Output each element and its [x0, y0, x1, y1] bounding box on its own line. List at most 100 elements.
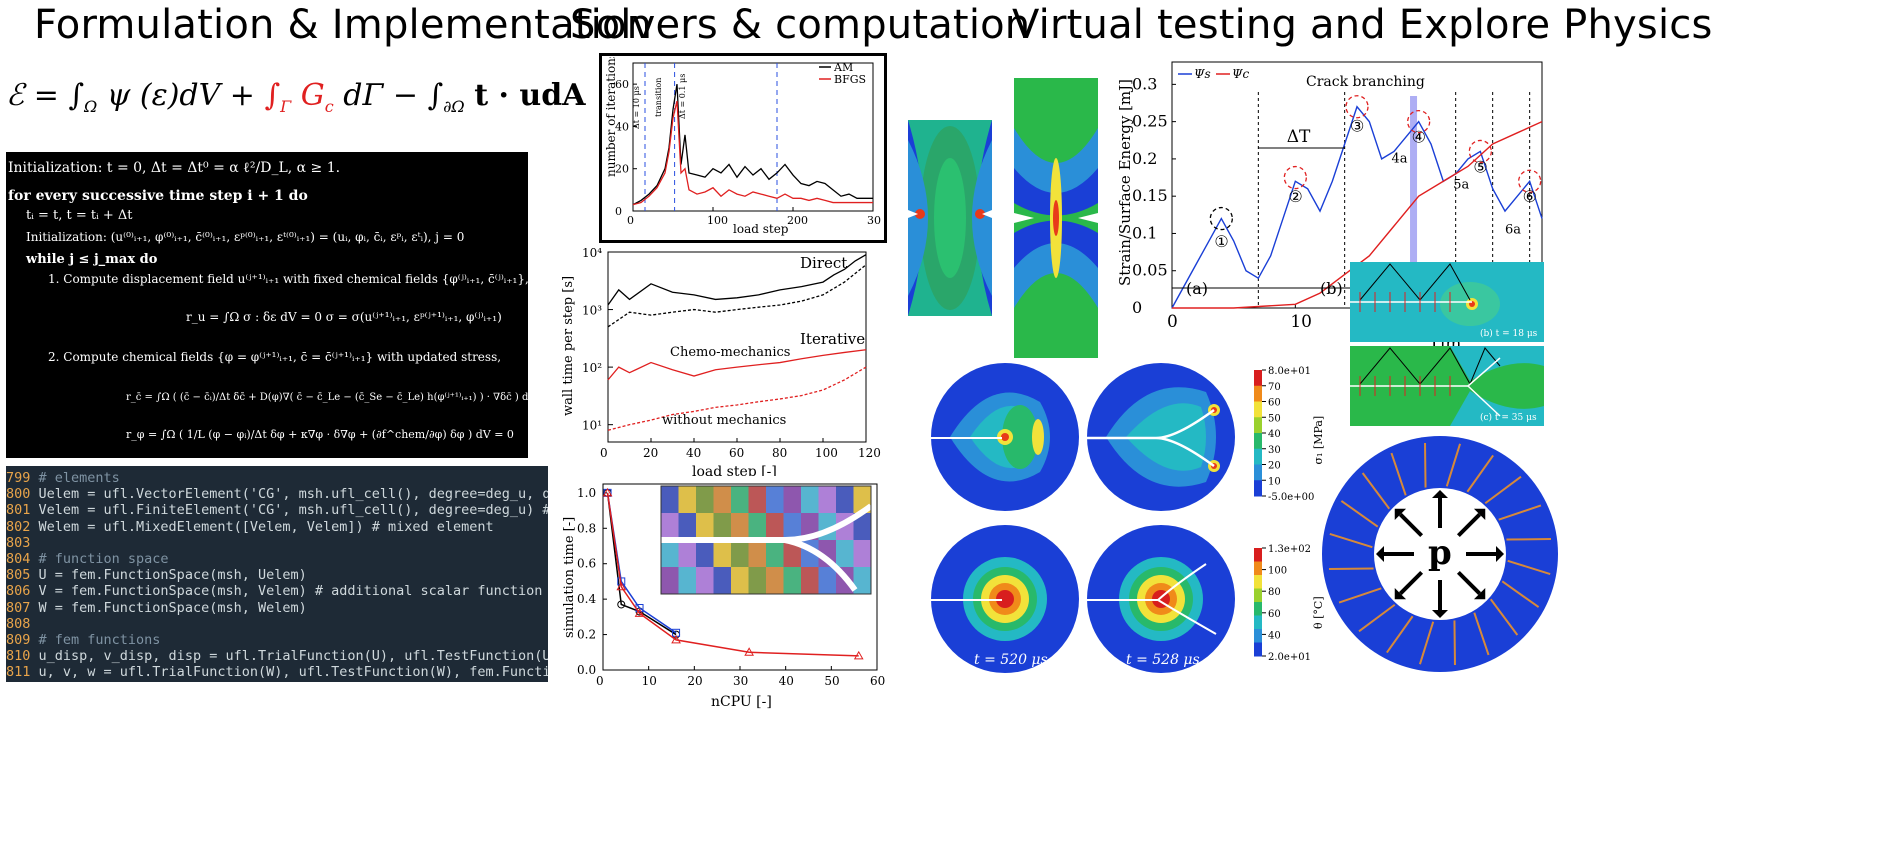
- grain: [696, 567, 714, 594]
- contour-notched-specimen-1: [908, 120, 992, 316]
- code-line: 801 Velem = ufl.FiniteElement('CG', msh.…: [6, 502, 548, 518]
- colorbar-segment: [1254, 464, 1262, 481]
- x-tick-label: 0: [627, 214, 634, 227]
- y-tick-label: 60: [615, 78, 629, 91]
- eq-sub-domega: ∂Ω: [443, 97, 465, 116]
- code-line-number: 805: [6, 567, 39, 584]
- pressurized-ring: p: [1322, 436, 1558, 672]
- peak-label: ②: [1288, 187, 1302, 206]
- x-axis-label: load step [-]: [692, 464, 777, 476]
- x-tick-label: 100: [707, 214, 728, 227]
- annotation-transition: transition: [654, 78, 663, 117]
- simtime-chart: 0 10 20 30 40 50 60 0.0 0.2 0.4 0.6 0.8 1.0 nCPU [-] s…: [562, 483, 885, 710]
- code-line-text: V = fem.FunctionSpace(msh, Velem) # addi…: [38, 583, 548, 600]
- colorbar-segment: [1254, 615, 1262, 630]
- colorbar-segment: [1254, 561, 1262, 576]
- data-point: [617, 600, 626, 609]
- code-line: 800 Uelem = ufl.VectorElement('CG', msh.…: [6, 486, 548, 502]
- pressure-arrow-shaft: [1456, 570, 1482, 596]
- code-line: 807 W = fem.FunctionSpace(msh, Welem): [6, 600, 307, 616]
- grain: [853, 540, 871, 567]
- code-line-number: 804: [6, 551, 39, 567]
- inset-b: (b) t = 18 μs: [1350, 262, 1544, 342]
- pressure-arrow-shaft: [1398, 570, 1424, 596]
- colorbar-segment: [1254, 588, 1262, 603]
- code-line: 802 Welem = ufl.MixedElement([Velem, Vel…: [6, 519, 494, 535]
- eq-term3: t · udA: [474, 78, 586, 113]
- x-tick-label: 80: [772, 446, 787, 460]
- radial-crack: [1453, 620, 1456, 666]
- y-tick-label: 10¹: [582, 419, 602, 433]
- x-tick-label: 20: [643, 446, 658, 460]
- grain: [678, 513, 696, 540]
- colorbar-stress: 8.0e+01 70 60 50 40 30 20 10 -5.0e+00 σ₁ [MPa]: [1254, 366, 1325, 503]
- y-tick-label: 10²: [582, 361, 602, 375]
- label-without-mechanics: without mechanics: [662, 413, 786, 428]
- code-line: 811 u, v, w = ufl.TrialFunction(W), ufl.…: [6, 664, 548, 680]
- x-axis-label: load step: [733, 222, 789, 236]
- colorbar-tick-label: 70: [1268, 382, 1281, 393]
- annotation-delta-t: ΔT: [1287, 127, 1311, 147]
- series-line: [606, 492, 859, 657]
- code-line-text: # fem functions: [38, 632, 161, 648]
- colorbar-tick-label: 50: [1268, 413, 1281, 424]
- x-tick-label: 0: [600, 446, 608, 460]
- peak-marker: [1407, 109, 1431, 134]
- colorbar-segment: [1254, 480, 1262, 497]
- x-tick-label: 50: [824, 674, 839, 688]
- x-tick-label: 40: [686, 446, 701, 460]
- grain: [748, 486, 766, 513]
- eq-sub-omega: Ω: [84, 97, 98, 116]
- x-tick-label: 30: [733, 674, 748, 688]
- grain: [696, 486, 714, 513]
- code-line-number: 803: [6, 534, 39, 551]
- eq-sub-gamma: Γ: [280, 97, 292, 116]
- grain: [766, 486, 784, 513]
- data-point: [671, 634, 681, 644]
- iterations-chart: 0 100 200 300 0 20 40 60 load step number of iter…: [604, 57, 881, 236]
- label-direct: Direct: [800, 254, 847, 272]
- y-tick-label: 20: [615, 163, 629, 176]
- label-iterative: Iterative: [800, 330, 865, 348]
- code-line: 805 U = fem.FunctionSpace(msh, Uelem): [6, 567, 307, 583]
- colorbar-label: σ₁ [MPa]: [1312, 416, 1325, 465]
- grain: [731, 540, 749, 567]
- x-tick-label: 60: [870, 674, 885, 688]
- x-axis-label: nCPU [-]: [711, 694, 772, 710]
- disk-temperature-1: t = 520 μs: [930, 525, 1079, 673]
- algo-line-3: tᵢ = t, t = tᵢ + Δt: [26, 208, 133, 223]
- grain: [731, 486, 749, 513]
- heading-formulation: Formulation & Implementation: [34, 2, 653, 48]
- colorbar-tick-label: 30: [1268, 445, 1281, 456]
- algo-line-2: for every successive time step i + 1 do: [8, 188, 308, 204]
- colorbar-segment: [1254, 448, 1262, 465]
- grain: [696, 513, 714, 540]
- label-chemo-mechanics: Chemo-mechanics: [670, 345, 790, 360]
- x-tick-label: 60: [729, 446, 744, 460]
- series-line: [607, 366, 867, 431]
- code-line-number: 801: [6, 502, 39, 519]
- annotation-crack-branching: Crack branching: [1306, 74, 1425, 90]
- colorbar-tick-label: 10: [1268, 476, 1281, 487]
- colorbar-tick-label: -5.0e+00: [1268, 492, 1314, 503]
- x-tick-label: 200: [787, 214, 808, 227]
- pressure-arrow-head: [1496, 546, 1504, 562]
- radial-crack: [1466, 454, 1494, 493]
- x-tick-label: 20: [687, 674, 702, 688]
- grain: [818, 486, 836, 513]
- grain: [696, 540, 714, 567]
- grain: [713, 540, 731, 567]
- pressure-arrow-head: [1432, 610, 1448, 618]
- x-tick-label: 10: [642, 674, 657, 688]
- y-tick-label: 0.8: [577, 521, 596, 535]
- code-line-text: U = fem.FunctionSpace(msh, Uelem): [38, 567, 307, 584]
- y-tick-label: 0.2: [577, 628, 596, 642]
- iterations-chart-frame: [599, 53, 887, 243]
- series-line-BFGS: [632, 100, 873, 206]
- colorbar-tick-label: 80: [1268, 587, 1281, 598]
- radial-crack: [1329, 532, 1373, 549]
- pressure-arrow-shaft: [1398, 512, 1424, 538]
- code-line-text: # function space: [38, 551, 169, 567]
- code-line-number: 808: [6, 615, 39, 632]
- code-line: 809 # fem functions: [6, 632, 160, 648]
